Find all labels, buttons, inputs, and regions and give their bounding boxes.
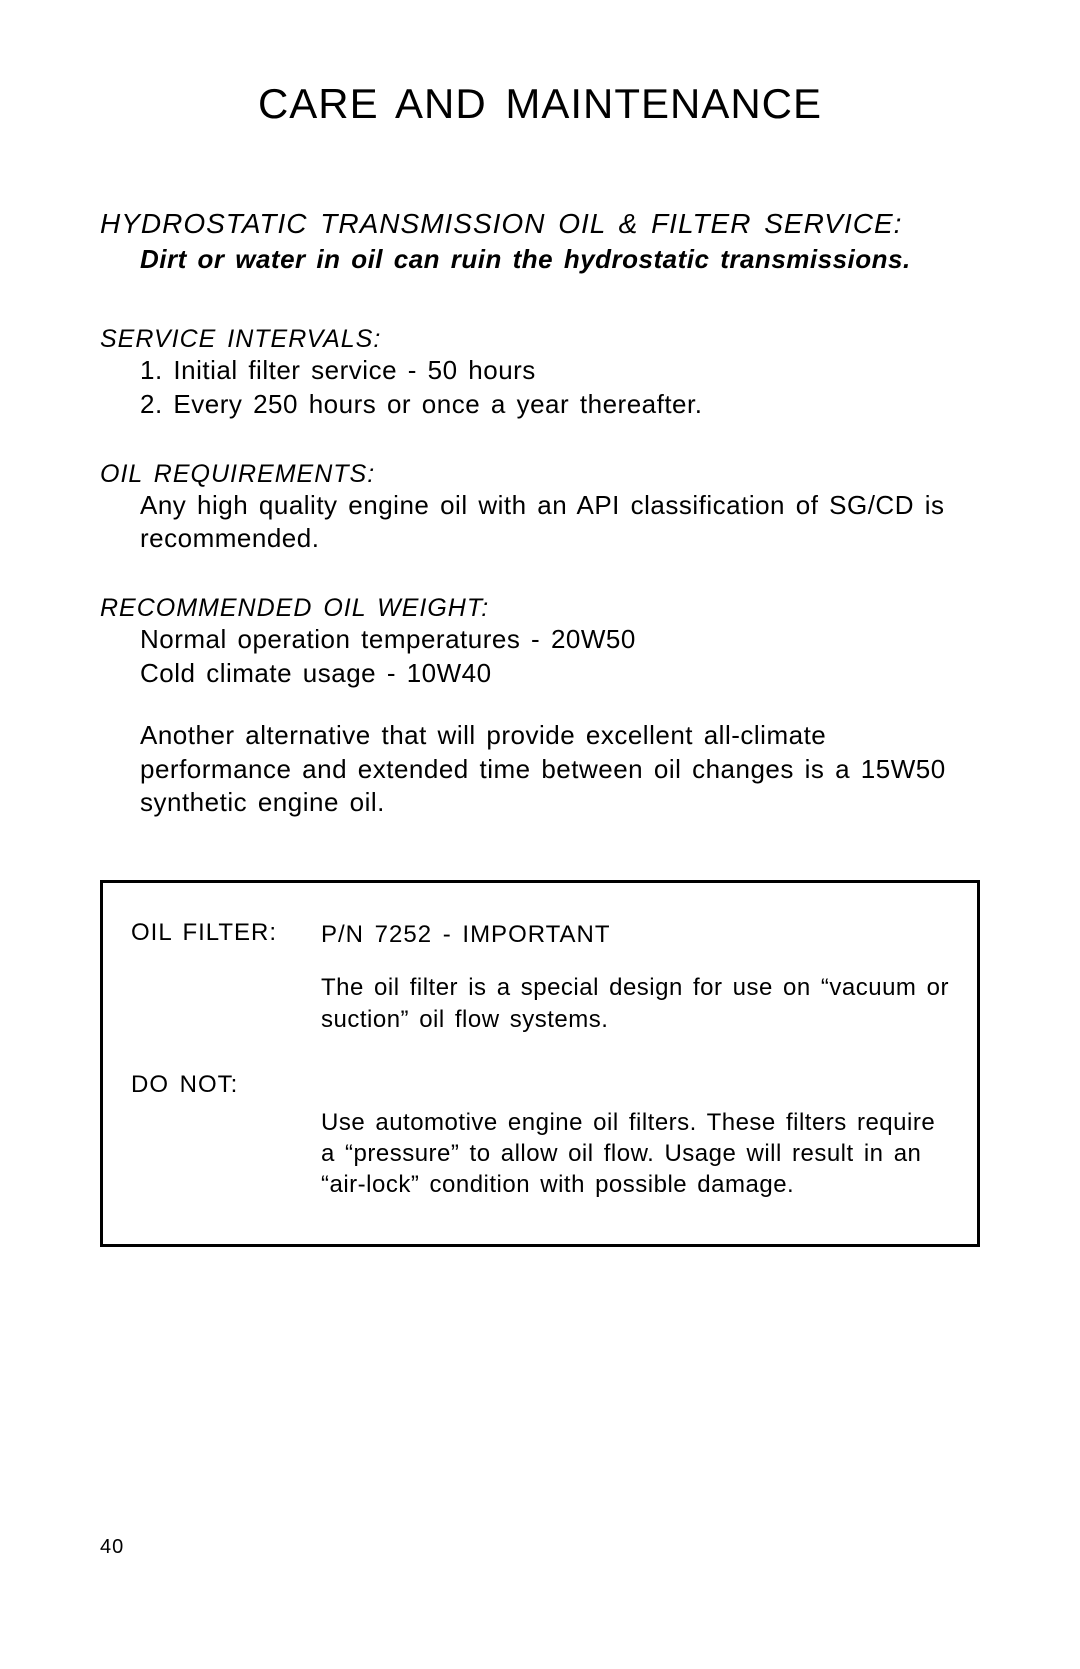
- oil-filter-info-box: OIL FILTER: P/N 7252 - IMPORTANT The oil…: [100, 880, 980, 1247]
- oil-filter-part-number: P/N 7252 - IMPORTANT: [321, 919, 949, 950]
- oil-filter-row: OIL FILTER: P/N 7252 - IMPORTANT The oil…: [131, 919, 949, 1035]
- do-not-text: Use automotive engine oil filters. These…: [321, 1071, 949, 1201]
- service-intervals-block: SERVICE INTERVALS: 1. Initial filter ser…: [100, 325, 980, 422]
- service-interval-item-1: 1. Initial filter service - 50 hours: [140, 354, 980, 388]
- oil-weight-alternative: Another alternative that will provide ex…: [140, 719, 980, 820]
- oil-weight-line-1: Normal operation temperatures - 20W50: [140, 623, 980, 657]
- oil-requirements-block: OIL REQUIREMENTS: Any high quality engin…: [100, 460, 980, 557]
- page-number: 40: [100, 1536, 124, 1559]
- oil-weight-line-2: Cold climate usage - 10W40: [140, 657, 980, 691]
- service-interval-item-2: 2. Every 250 hours or once a year therea…: [140, 388, 980, 422]
- oil-filter-label: OIL FILTER:: [131, 919, 321, 1035]
- section-heading: HYDROSTATIC TRANSMISSION OIL & FILTER SE…: [100, 208, 980, 240]
- page-title: CARE AND MAINTENANCE: [100, 80, 980, 128]
- oil-weight-heading: RECOMMENDED OIL WEIGHT:: [100, 594, 980, 623]
- do-not-label: DO NOT:: [131, 1071, 321, 1201]
- oil-filter-content: P/N 7252 - IMPORTANT The oil filter is a…: [321, 919, 949, 1035]
- do-not-row: DO NOT: Use automotive engine oil filter…: [131, 1071, 949, 1201]
- document-page: CARE AND MAINTENANCE HYDROSTATIC TRANSMI…: [0, 0, 1080, 1669]
- oil-filter-description: The oil filter is a special design for u…: [321, 972, 949, 1034]
- oil-requirements-heading: OIL REQUIREMENTS:: [100, 460, 980, 489]
- oil-weight-block: RECOMMENDED OIL WEIGHT: Normal operation…: [100, 594, 980, 820]
- service-intervals-heading: SERVICE INTERVALS:: [100, 325, 980, 354]
- oil-requirements-text: Any high quality engine oil with an API …: [140, 489, 980, 557]
- section-warning: Dirt or water in oil can ruin the hydros…: [140, 244, 980, 275]
